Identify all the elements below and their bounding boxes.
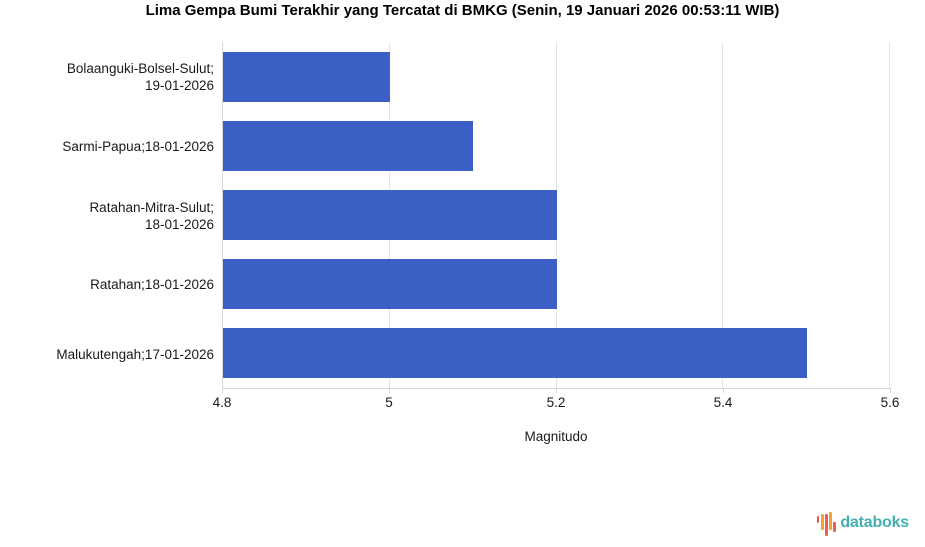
tick-mark bbox=[389, 388, 390, 393]
x-axis-title: Magnitudo bbox=[524, 429, 588, 444]
category-label: Bolaanguki-Bolsel-Sulut; 19-01-2026 bbox=[66, 60, 214, 93]
magnitude-bar bbox=[223, 259, 557, 310]
gridline bbox=[889, 42, 890, 388]
x-axis-tick-labels: 4.8 5 5.2 5.4 5.6 bbox=[213, 395, 900, 413]
x-tick-label: 4.8 bbox=[212, 395, 232, 410]
logo-bar bbox=[829, 512, 832, 530]
magnitude-bar bbox=[223, 120, 474, 171]
logo-bar bbox=[825, 514, 828, 536]
magnitude-bar bbox=[223, 190, 557, 240]
logo-bar bbox=[816, 515, 820, 523]
category-label: Malukutengah;17-01-2026 bbox=[56, 346, 214, 362]
tick-mark bbox=[222, 388, 223, 393]
tick-mark bbox=[890, 388, 891, 393]
logo-bar bbox=[820, 514, 824, 530]
category-axis-labels: Bolaanguki-Bolsel-Sulut; 19-01-2026 Sarmi… bbox=[0, 42, 214, 389]
plot-area bbox=[222, 42, 890, 389]
logo-bar bbox=[833, 522, 836, 532]
databoks-logo-link[interactable]: databoks bbox=[816, 510, 909, 536]
magnitude-bar bbox=[223, 51, 390, 102]
bar-row bbox=[223, 319, 890, 388]
category-label: Ratahan;18-01-2026 bbox=[90, 277, 214, 293]
x-tick-label: 5 bbox=[385, 395, 393, 410]
x-tick-label: 5.4 bbox=[713, 395, 733, 410]
bar-row bbox=[223, 180, 890, 249]
gridline bbox=[722, 42, 724, 388]
databoks-brand-text: databoks bbox=[840, 514, 909, 531]
x-axis-tick-marks bbox=[222, 388, 891, 394]
x-tick-label: 5.2 bbox=[546, 395, 566, 410]
category-label: Ratahan-Mitra-Sulut; 18-01-2026 bbox=[89, 199, 214, 232]
tick-mark bbox=[556, 388, 557, 393]
x-tick-label: 5.6 bbox=[880, 395, 900, 410]
magnitude-bar bbox=[223, 328, 807, 379]
bar-row bbox=[223, 42, 890, 111]
chart-title: Lima Gempa Bumi Terakhir yang Tercatat d… bbox=[145, 2, 780, 19]
category-label: Sarmi-Papua;18-01-2026 bbox=[62, 138, 214, 154]
bar-row bbox=[223, 250, 890, 319]
bars-layer bbox=[223, 42, 890, 388]
bar-row bbox=[223, 111, 890, 180]
databoks-logo-icon bbox=[816, 510, 836, 536]
tick-mark bbox=[723, 388, 724, 393]
